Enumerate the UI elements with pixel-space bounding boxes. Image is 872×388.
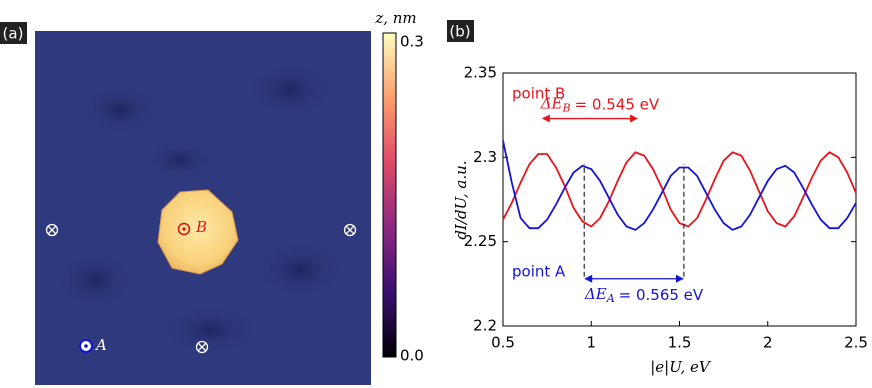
legend-label: point B xyxy=(512,85,565,103)
arrow-head xyxy=(630,114,639,123)
point-a-marker xyxy=(79,339,93,353)
x-axis-title: |e|U, eV xyxy=(650,358,712,376)
x-tick-label: 0.5 xyxy=(491,334,515,352)
x-tick-label: 2.5 xyxy=(844,334,868,352)
x-tick-label: 1 xyxy=(586,334,596,352)
delta-symbol: ΔE xyxy=(540,95,563,113)
arrow-head xyxy=(584,274,593,283)
delta-label: ΔEA = 0.565 eV xyxy=(584,285,704,305)
colorbar-tick-label: 0.3 xyxy=(400,33,424,51)
series-line xyxy=(502,140,857,231)
legend-label: point A xyxy=(512,263,566,281)
x-tick-label: 1.5 xyxy=(668,334,692,352)
y-axis-title: dI/dU, a.u. xyxy=(452,160,470,239)
delta-symbol: ΔE xyxy=(584,285,607,303)
point-label: B xyxy=(195,218,207,236)
panel-label-box xyxy=(0,22,27,44)
delta-label: ΔEB = 0.545 eV xyxy=(540,95,660,115)
x-tick-label: 2 xyxy=(763,334,773,352)
y-tick-label: 2.35 xyxy=(464,64,497,82)
arrow-head xyxy=(541,114,550,123)
panel-label: (a) xyxy=(3,25,24,43)
cross-markers xyxy=(45,223,357,354)
delta-value: = 0.565 eV xyxy=(619,285,704,303)
panel-label: (b) xyxy=(449,23,470,41)
delta-value: = 0.545 eV xyxy=(575,95,660,113)
colorbar-scale xyxy=(382,32,397,358)
panel-label-box xyxy=(447,20,474,42)
point-b-marker xyxy=(177,222,191,236)
colorbar-tick-label: 0.0 xyxy=(400,347,424,365)
delta-subscript: A xyxy=(606,292,615,305)
y-tick-label: 2.25 xyxy=(464,232,497,250)
delta-subscript: B xyxy=(562,102,571,115)
point-label: A xyxy=(94,336,107,354)
y-tick-label: 2.3 xyxy=(473,148,497,166)
colorbar-title: z, nm xyxy=(374,9,416,27)
series-line xyxy=(502,151,857,228)
arrow-head xyxy=(675,274,684,283)
y-tick-label: 2.2 xyxy=(473,317,497,335)
stm-image xyxy=(35,31,371,385)
